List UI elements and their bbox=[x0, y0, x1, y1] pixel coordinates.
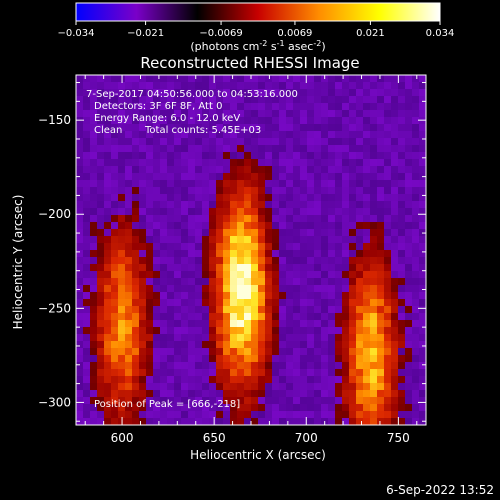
colorbar-tick-label: 0.021 bbox=[356, 28, 385, 39]
y-axis-label: Heliocentric Y (arcsec) bbox=[11, 195, 25, 330]
x-axis-label: Heliocentric X (arcsec) bbox=[190, 448, 326, 462]
x-tick-label: 750 bbox=[387, 431, 410, 445]
x-tick-label: 600 bbox=[111, 431, 134, 445]
y-tick-label: −200 bbox=[38, 207, 71, 221]
y-tick-label: −150 bbox=[38, 113, 71, 127]
colorbar-tick-label: −0.021 bbox=[127, 28, 164, 39]
colorbar-tick-label: −0.034 bbox=[57, 28, 94, 39]
annotation-detectors: Detectors: 3F 6F 8F, Att 0 bbox=[94, 101, 222, 112]
x-tick-label: 650 bbox=[203, 431, 226, 445]
chart-title: Reconstructed RHESSI Image bbox=[140, 54, 359, 72]
annotation-time-range: 7-Sep-2017 04:50:56.000 to 04:53:16.000 bbox=[86, 89, 298, 100]
axis-ticks: 600 650 700 750 −150 −200 −250 −300 bbox=[38, 75, 426, 445]
annotation-total-counts: Total counts: 5.45E+03 bbox=[144, 125, 261, 136]
footer-timestamp: 6-Sep-2022 13:52 bbox=[386, 483, 494, 497]
annotation-clean: Clean bbox=[94, 125, 122, 136]
y-tick-label: −250 bbox=[38, 301, 71, 315]
colorbar bbox=[75, 2, 441, 22]
colorbar-ticks: −0.034 −0.021 −0.0069 0.0069 0.021 0.034 bbox=[57, 21, 454, 39]
colorbar-tick-label: 0.034 bbox=[426, 28, 455, 39]
y-tick-label: −300 bbox=[38, 395, 71, 409]
annotation-energy-range: Energy Range: 6.0 - 12.0 keV bbox=[94, 113, 240, 124]
annotation-peak-position: Position of Peak = [666,-218] bbox=[94, 399, 240, 410]
heatmap-image bbox=[76, 75, 426, 425]
colorbar-tick-label: 0.0069 bbox=[277, 28, 312, 39]
colorbar-unit-label: (photons cm-2 s-1 asec-2) bbox=[190, 39, 325, 53]
x-tick-label: 700 bbox=[295, 431, 318, 445]
colorbar-tick-label: −0.0069 bbox=[199, 28, 242, 39]
